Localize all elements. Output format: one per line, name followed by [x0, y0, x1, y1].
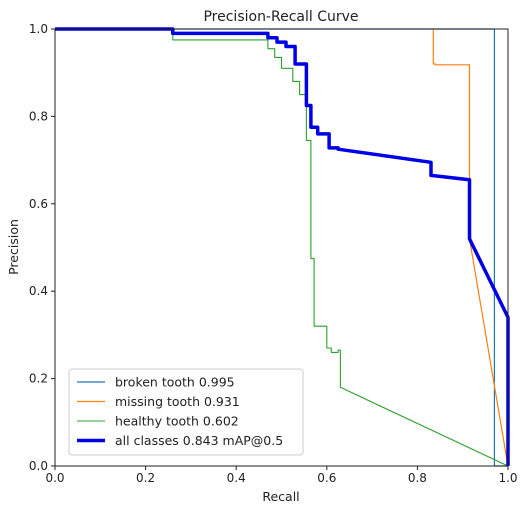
y-tick-label: 0.4	[29, 284, 48, 298]
series-line-1	[432, 29, 509, 467]
legend-box	[68, 368, 304, 456]
legend-label-3: all classes 0.843 mAP@0.5	[115, 433, 283, 448]
series-line-3	[55, 27, 510, 466]
x-tick-label: 0.8	[408, 471, 427, 485]
y-tick-label: 1.0	[29, 22, 48, 36]
y-tick-label: 0.0	[29, 459, 48, 473]
series-line-2	[55, 28, 509, 467]
chart-title: Precision-Recall Curve	[203, 9, 358, 25]
axis-ticks: 0.0 0.2 0.4 0.6 0.8 1.0 0.0 0.2 0.4 0.6 0.8 1.0	[29, 22, 518, 485]
y-axis-label: Precision	[6, 219, 21, 275]
x-tick-label: 0.0	[45, 471, 64, 485]
x-tick-label: 0.2	[136, 471, 155, 485]
x-tick-label: 0.4	[227, 471, 246, 485]
x-tick-label: 1.0	[498, 471, 517, 485]
y-tick-label: 0.2	[29, 372, 48, 386]
x-tick-label: 0.6	[317, 471, 336, 485]
legend-label-0: broken tooth 0.995	[115, 375, 235, 390]
y-tick-label: 0.6	[29, 197, 48, 211]
legend-label-1: missing tooth 0.931	[115, 394, 240, 409]
y-tick-label: 0.8	[29, 109, 48, 123]
legend-label-2: healthy tooth 0.602	[115, 414, 239, 429]
x-axis-label: Recall	[262, 489, 299, 504]
plot-frame	[54, 28, 509, 467]
legend: broken tooth 0.995 missing tooth 0.931 hea…	[68, 368, 304, 456]
